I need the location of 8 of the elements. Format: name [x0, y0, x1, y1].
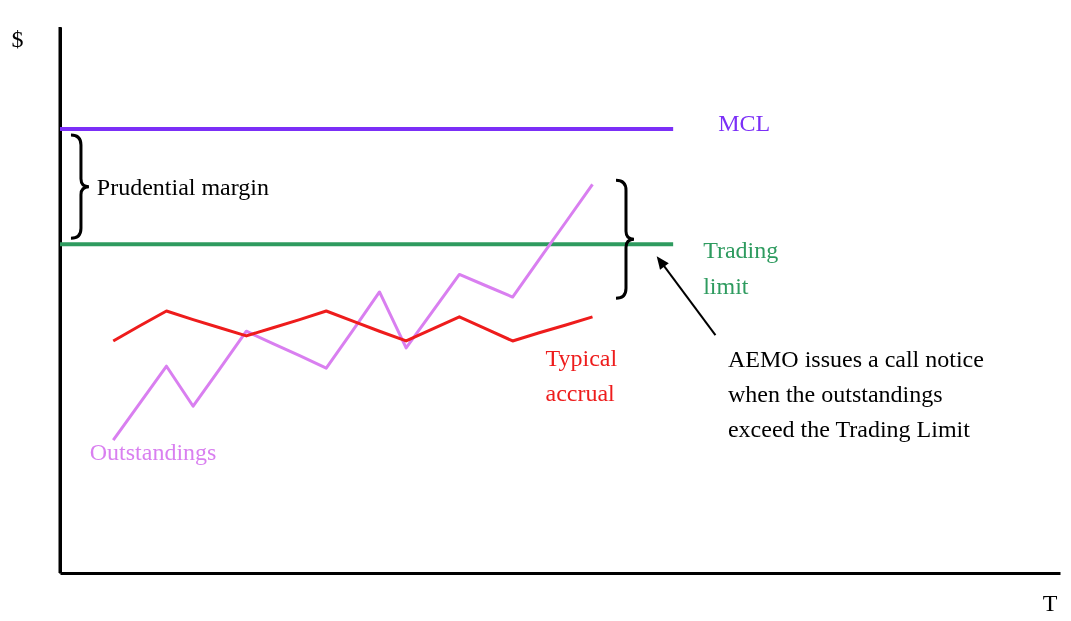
- text: $: [11, 26, 24, 53]
- series-label: Outstandings: [89, 439, 217, 466]
- ref-line-label: Trading limit: [703, 237, 779, 300]
- annotation: Prudential margin: [96, 173, 270, 200]
- text: AEMO issues a call notice when the outstandings exceed the Trading Limit: [727, 345, 984, 442]
- ref-line-label: MCL: [718, 110, 771, 137]
- series-label: Typical accrual: [545, 345, 618, 407]
- text: T: [1042, 590, 1058, 617]
